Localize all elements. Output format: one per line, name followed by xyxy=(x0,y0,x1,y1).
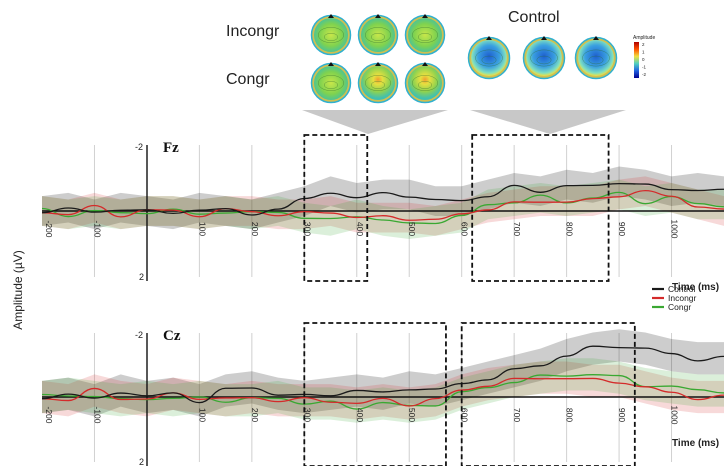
panel-label-cz: Cz xyxy=(163,328,181,344)
topomap-control-label: Control xyxy=(508,9,560,26)
topomap-incongr-3 xyxy=(404,14,446,56)
x-tick-label: 800 xyxy=(565,222,575,236)
time-window-box xyxy=(303,134,369,282)
x-axis-label: Time (ms) xyxy=(672,438,719,449)
x-tick-label: -200 xyxy=(44,220,54,237)
y-tick-label: -2 xyxy=(135,330,143,340)
time-window-box xyxy=(460,322,636,466)
erp-panel-cz: -200 -100 100 200 300 400 500 600 700 800 900 1000 1… xyxy=(41,322,724,466)
colorbar-tick-label: 1 xyxy=(642,50,645,55)
y-tick-label: 2 xyxy=(139,272,144,282)
colorbar: Amplitude 2 1 0 -1 -2 xyxy=(633,35,655,78)
series-line-congr xyxy=(41,191,724,225)
topomap-congr-1 xyxy=(310,62,352,104)
y-axis-label: Amplitude (µV) xyxy=(11,250,25,330)
topomap-incongr-2 xyxy=(357,14,399,56)
confidence-band-congr xyxy=(42,358,724,423)
x-tick-label: -100 xyxy=(92,220,102,237)
x-tick-label: -200 xyxy=(44,406,54,423)
topomap-congr-2 xyxy=(357,62,399,104)
topomap-control-3 xyxy=(574,36,618,80)
erp-panel-fz: -200 -100 100 200 300 400 500 600 700 800 900 1000 1… xyxy=(41,134,724,293)
x-tick-label: 600 xyxy=(460,222,470,236)
topomap-control-2 xyxy=(522,36,566,80)
topomap-incongr-1 xyxy=(310,14,352,56)
x-tick-label: 400 xyxy=(355,408,365,422)
panel-label-fz: Fz xyxy=(163,140,179,156)
legend-label-control: Control xyxy=(668,284,696,294)
colorbar-tick-label: 2 xyxy=(642,42,645,47)
colorbar-tick-label: 0 xyxy=(642,57,645,62)
projection-wedge-early xyxy=(302,110,448,134)
topomap-congr-3 xyxy=(404,62,446,104)
x-tick-label: 200 xyxy=(250,408,260,422)
x-tick-label: 700 xyxy=(512,408,522,422)
series-line-incongr xyxy=(41,377,724,407)
colorbar-gradient xyxy=(634,42,639,78)
x-axis-label: Time (ms) xyxy=(672,282,719,293)
time-window-box xyxy=(303,322,447,466)
x-tick-label: 700 xyxy=(512,222,522,236)
x-tick-label: 1000 xyxy=(670,220,680,239)
colorbar-tick-label: -1 xyxy=(642,65,646,70)
colorbar-tick-label: -2 xyxy=(642,72,646,77)
colorbar-ticks: 2 1 0 -1 -2 xyxy=(642,42,646,77)
topomap-row-label-congr: Congr xyxy=(226,71,270,88)
x-tick-label: 500 xyxy=(407,408,417,422)
topomap-group xyxy=(310,14,618,104)
series-line-control xyxy=(41,345,724,404)
series-line-incongr xyxy=(41,189,724,221)
x-tick-label: 900 xyxy=(617,408,627,422)
colorbar-title: Amplitude xyxy=(633,35,655,41)
x-tick-label: 600 xyxy=(460,408,470,422)
x-tick-label: 1100 xyxy=(722,220,724,239)
x-tick-label: 300 xyxy=(302,408,312,422)
x-tick-label: 100 xyxy=(197,408,207,422)
series-line-control xyxy=(41,182,724,216)
x-tick-label: 200 xyxy=(250,222,260,236)
x-tick-label: 1000 xyxy=(670,406,680,425)
confidence-band-congr xyxy=(42,179,724,240)
x-tick-label: 300 xyxy=(302,222,312,236)
x-tick-label: 400 xyxy=(355,222,365,236)
x-tick-label: 100 xyxy=(197,222,207,236)
x-tick-label: 500 xyxy=(407,222,417,236)
x-tick-label: -100 xyxy=(92,406,102,423)
projection-wedge-late xyxy=(470,110,626,134)
y-tick-label: -2 xyxy=(135,142,143,152)
x-tick-label: 900 xyxy=(617,222,627,236)
x-tick-label: 1100 xyxy=(722,406,724,425)
legend-label-incongr: Incongr xyxy=(668,293,697,303)
y-tick-label: 2 xyxy=(139,457,144,466)
topomap-row-label-incongr: Incongr xyxy=(226,23,280,40)
series-line-congr xyxy=(41,374,724,410)
legend-label-congr: Congr xyxy=(668,302,691,312)
x-tick-label: 800 xyxy=(565,408,575,422)
topomap-control-1 xyxy=(467,36,511,80)
confidence-band-incongr xyxy=(42,176,724,236)
time-window-box xyxy=(471,134,610,282)
